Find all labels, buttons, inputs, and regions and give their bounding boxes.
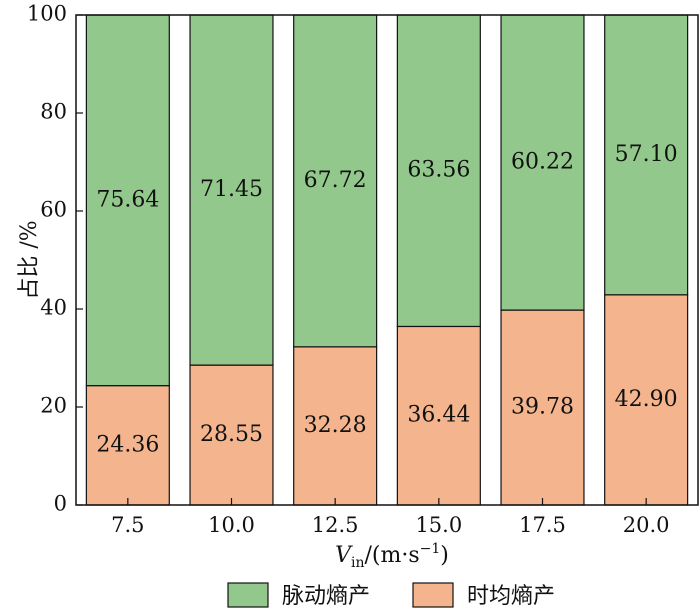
y-tick-label: 60 <box>40 198 67 222</box>
bars-layer <box>85 14 689 506</box>
y-tick-label: 0 <box>54 492 67 516</box>
data-label: 71.45 <box>200 177 263 202</box>
data-label: 63.56 <box>407 158 470 183</box>
data-label: 57.10 <box>615 142 678 167</box>
x-tick-label: 12.5 <box>312 513 359 537</box>
bar-segment-time-averaged <box>604 294 689 506</box>
data-label: 28.55 <box>200 422 263 447</box>
legend-label-time-averaged: 时均熵产 <box>467 584 555 609</box>
legend: 脉动熵产 时均熵产 <box>227 582 555 609</box>
data-label: 24.36 <box>96 432 159 457</box>
x-axis-title: Vin/(m·s−1) <box>335 541 449 571</box>
legend-label-pulsating: 脉动熵产 <box>282 584 370 609</box>
bar-segment-pulsating <box>293 14 378 348</box>
data-labels-layer: 24.36 75.64 28.55 71.45 32.28 67.72 36.44 63.56… <box>96 142 677 457</box>
x-tick-label: 17.5 <box>519 513 566 537</box>
plot-frame <box>75 14 699 506</box>
legend-swatch-time-averaged <box>412 582 454 608</box>
x-axis-unit-close: ) <box>440 543 449 568</box>
data-label: 75.64 <box>96 187 159 212</box>
data-label: 60.22 <box>511 150 574 175</box>
bar-segment-pulsating <box>500 14 585 311</box>
x-tick-label: 15.0 <box>415 513 462 537</box>
data-label: 67.72 <box>304 168 367 193</box>
bar-segment-time-averaged <box>85 385 170 506</box>
y-tick-label: 100 <box>27 2 67 26</box>
x-tick-label: 7.5 <box>111 513 144 537</box>
x-axis: 7.5 10.0 12.5 15.0 17.5 20.0 <box>111 498 670 537</box>
legend-swatch-pulsating <box>227 582 269 608</box>
y-axis: 0 20 40 60 80 100 <box>27 2 83 516</box>
x-axis-unit: /(m·s <box>365 543 420 568</box>
y-tick-label: 20 <box>40 394 67 418</box>
x-axis-symbol: V <box>335 543 353 568</box>
bar-segment-pulsating <box>604 14 689 296</box>
x-axis-superscript: −1 <box>420 541 441 557</box>
bar-segment-pulsating <box>189 14 274 366</box>
bar-segment-pulsating <box>85 14 170 387</box>
data-label: 32.28 <box>304 413 367 438</box>
x-tick-label: 10.0 <box>208 513 255 537</box>
y-tick-label: 80 <box>40 100 67 124</box>
x-tick-label: 20.0 <box>623 513 670 537</box>
x-axis-subscript: in <box>351 555 365 571</box>
data-label: 42.90 <box>615 387 678 412</box>
data-label: 36.44 <box>407 403 470 428</box>
bar-segment-pulsating <box>396 14 481 328</box>
data-label: 39.78 <box>511 395 574 420</box>
y-tick-label: 40 <box>40 296 67 320</box>
bar-segment-time-averaged <box>293 346 378 506</box>
y-axis-title: 占比 /% <box>17 220 42 299</box>
